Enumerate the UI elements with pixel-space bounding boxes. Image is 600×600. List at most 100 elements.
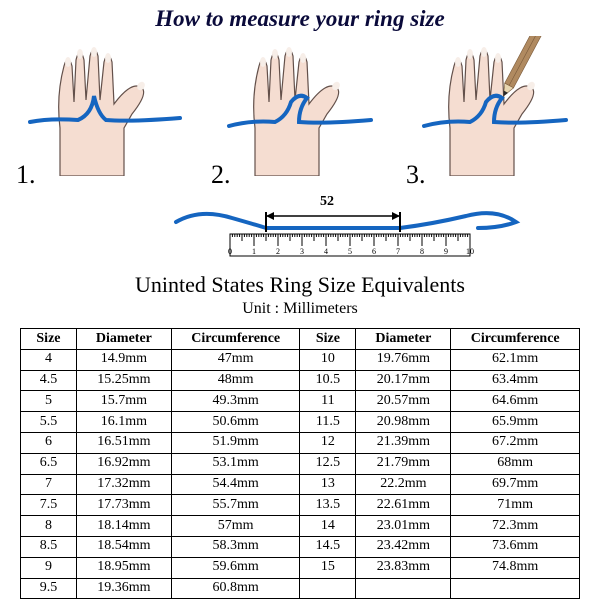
- table-cell: 20.17mm: [356, 370, 451, 391]
- ruler-area: 52 012345678910: [170, 194, 530, 262]
- table-cell: 15: [300, 557, 356, 578]
- table-cell: 63.4mm: [451, 370, 580, 391]
- table-cell: 60.8mm: [171, 578, 300, 599]
- table-cell: 15.7mm: [76, 391, 171, 412]
- step-number-1: 1.: [16, 160, 36, 190]
- hands-row: 1. 2. 3.: [10, 36, 590, 186]
- table-column-header: Size: [300, 329, 356, 350]
- hand-illustration-2: [215, 36, 385, 176]
- table-cell: 12.5: [300, 453, 356, 474]
- table-cell: 50.6mm: [171, 412, 300, 433]
- measurement-value: 52: [320, 194, 334, 210]
- table-cell: 18.95mm: [76, 557, 171, 578]
- table-row: 717.32mm54.4mm1322.2mm69.7mm: [21, 474, 580, 495]
- table-column-header: Circumference: [451, 329, 580, 350]
- table-row: 6.516.92mm53.1mm12.521.79mm68mm: [21, 453, 580, 474]
- ruler-tick-label: 4: [324, 247, 328, 256]
- ruler-tick-label: 0: [228, 247, 232, 256]
- hand-cell-1: 1.: [10, 36, 200, 186]
- table-heading: Uninted States Ring Size Equivalents: [0, 272, 600, 298]
- table-cell: 21.39mm: [356, 432, 451, 453]
- table-cell: 9: [21, 557, 77, 578]
- table-cell: 48mm: [171, 370, 300, 391]
- table-cell: 11: [300, 391, 356, 412]
- hand-illustration-1: [20, 36, 190, 176]
- table-cell: 59.6mm: [171, 557, 300, 578]
- table-cell: 11.5: [300, 412, 356, 433]
- table-cell: 5: [21, 391, 77, 412]
- table-cell: 72.3mm: [451, 516, 580, 537]
- table-cell: 14.5: [300, 536, 356, 557]
- table-cell: [356, 578, 451, 599]
- table-column-header: Size: [21, 329, 77, 350]
- table-cell: 10: [300, 349, 356, 370]
- table-cell: 15.25mm: [76, 370, 171, 391]
- table-cell: 21.79mm: [356, 453, 451, 474]
- table-cell: 58.3mm: [171, 536, 300, 557]
- table-cell: 18.14mm: [76, 516, 171, 537]
- table-cell: 64.6mm: [451, 391, 580, 412]
- table-cell: 8.5: [21, 536, 77, 557]
- hand-illustration-3: [410, 36, 580, 176]
- ruler-tick-label: 6: [372, 247, 376, 256]
- table-cell: 4.5: [21, 370, 77, 391]
- ruler-tick-label: 7: [396, 247, 400, 256]
- table-cell: 16.1mm: [76, 412, 171, 433]
- table-header-row: SizeDiameterCircumferenceSizeDiameterCir…: [21, 329, 580, 350]
- table-row: 5.516.1mm50.6mm11.520.98mm65.9mm: [21, 412, 580, 433]
- table-row: 8.518.54mm58.3mm14.523.42mm73.6mm: [21, 536, 580, 557]
- table-unit-label: Unit : Millimeters: [0, 300, 600, 318]
- table-cell: 22.2mm: [356, 474, 451, 495]
- ruler-tick-label: 9: [444, 247, 448, 256]
- table-cell: 20.98mm: [356, 412, 451, 433]
- ruler-illustration: 012345678910: [170, 194, 530, 266]
- step-number-2: 2.: [211, 160, 231, 190]
- table-cell: 17.73mm: [76, 495, 171, 516]
- table-cell: 6.5: [21, 453, 77, 474]
- hand-cell-2: 2.: [205, 36, 395, 186]
- table-cell: 53.1mm: [171, 453, 300, 474]
- table-row: 515.7mm49.3mm1120.57mm64.6mm: [21, 391, 580, 412]
- table-cell: 23.01mm: [356, 516, 451, 537]
- table-row: 414.9mm47mm1019.76mm62.1mm: [21, 349, 580, 370]
- table-cell: 54.4mm: [171, 474, 300, 495]
- table-cell: 65.9mm: [451, 412, 580, 433]
- ruler-tick-label: 8: [420, 247, 424, 256]
- table-cell: 7: [21, 474, 77, 495]
- table-row: 7.517.73mm55.7mm13.522.61mm71mm: [21, 495, 580, 516]
- table-row: 818.14mm57mm1423.01mm72.3mm: [21, 516, 580, 537]
- page-title: How to measure your ring size: [0, 6, 600, 32]
- table-cell: 47mm: [171, 349, 300, 370]
- table-cell: 51.9mm: [171, 432, 300, 453]
- table-cell: 55.7mm: [171, 495, 300, 516]
- table-cell: 14: [300, 516, 356, 537]
- table-row: 9.519.36mm60.8mm: [21, 578, 580, 599]
- table-cell: 57mm: [171, 516, 300, 537]
- table-cell: 67.2mm: [451, 432, 580, 453]
- table-row: 616.51mm51.9mm1221.39mm67.2mm: [21, 432, 580, 453]
- table-cell: 49.3mm: [171, 391, 300, 412]
- table-cell: 17.32mm: [76, 474, 171, 495]
- table-cell: 74.8mm: [451, 557, 580, 578]
- table-cell: 69.7mm: [451, 474, 580, 495]
- table-cell: 62.1mm: [451, 349, 580, 370]
- table-column-header: Circumference: [171, 329, 300, 350]
- table-cell: 14.9mm: [76, 349, 171, 370]
- table-cell: 13: [300, 474, 356, 495]
- table-cell: 68mm: [451, 453, 580, 474]
- table-cell: 10.5: [300, 370, 356, 391]
- table-cell: 13.5: [300, 495, 356, 516]
- table-cell: [300, 578, 356, 599]
- table-cell: 71mm: [451, 495, 580, 516]
- table-cell: 7.5: [21, 495, 77, 516]
- table-row: 918.95mm59.6mm1523.83mm74.8mm: [21, 557, 580, 578]
- ruler-tick-label: 10: [466, 247, 474, 256]
- ruler-tick-label: 2: [276, 247, 280, 256]
- table-cell: 18.54mm: [76, 536, 171, 557]
- table-cell: 20.57mm: [356, 391, 451, 412]
- table-cell: 16.92mm: [76, 453, 171, 474]
- ruler-tick-label: 3: [300, 247, 304, 256]
- table-cell: [451, 578, 580, 599]
- table-cell: 19.36mm: [76, 578, 171, 599]
- table-cell: 9.5: [21, 578, 77, 599]
